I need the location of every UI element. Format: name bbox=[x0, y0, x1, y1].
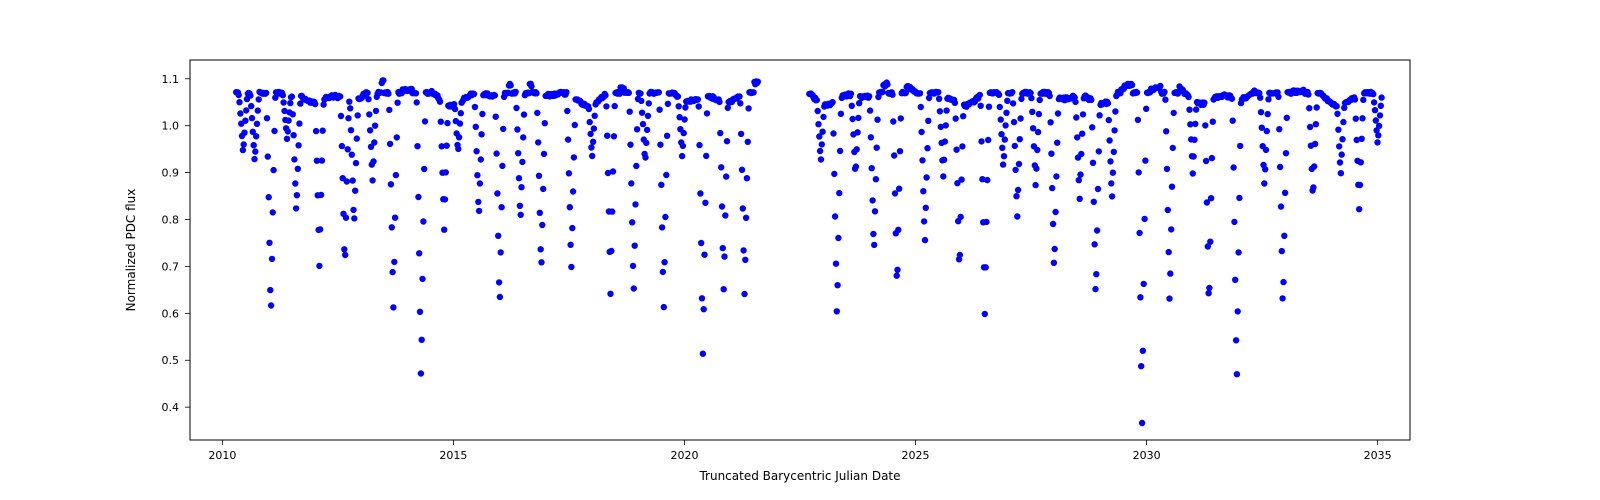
x-tick-label: 2025 bbox=[902, 449, 930, 462]
x-tick-label: 2010 bbox=[208, 449, 236, 462]
y-tick-label: 0.5 bbox=[162, 354, 180, 367]
x-axis-label: Truncated Barycentric Julian Date bbox=[698, 469, 900, 483]
y-axis-label: Normalized PDC flux bbox=[124, 189, 138, 312]
y-tick-label: 0.9 bbox=[162, 167, 180, 180]
y-tick-label: 0.7 bbox=[162, 260, 180, 273]
y-tick-label: 1.1 bbox=[162, 73, 180, 86]
light-curve-chart: 2010 2015 2020 2025 2030 2035 Truncated Baryce… bbox=[0, 0, 1600, 500]
x-tick-label: 2015 bbox=[439, 449, 467, 462]
y-tick-label: 1.0 bbox=[162, 120, 180, 133]
y-tick-label: 0.6 bbox=[162, 307, 180, 320]
y-tick-label: 0.8 bbox=[162, 214, 180, 227]
x-tick-label: 2035 bbox=[1364, 449, 1392, 462]
chart-svg: 2010 2015 2020 2025 2030 2035 Truncated Baryce… bbox=[0, 0, 1600, 500]
x-tick-label: 2020 bbox=[670, 449, 698, 462]
x-tick-label: 2030 bbox=[1133, 449, 1161, 462]
y-tick-label: 0.4 bbox=[162, 401, 180, 414]
